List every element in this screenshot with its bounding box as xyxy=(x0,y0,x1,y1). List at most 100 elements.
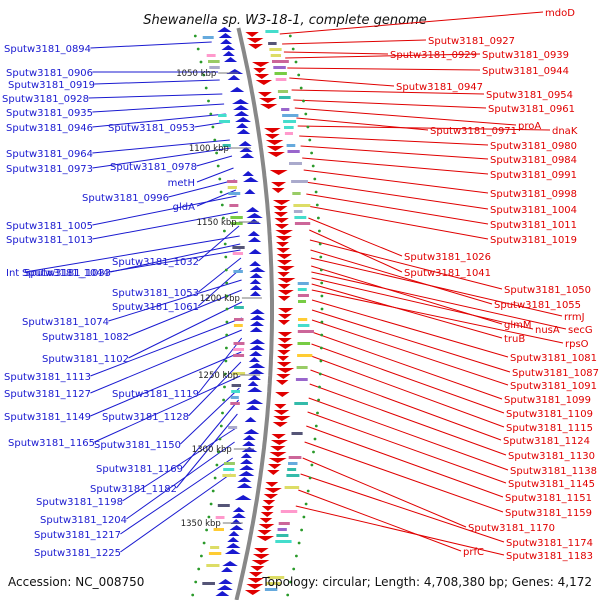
forward-gene-arrow xyxy=(269,452,287,457)
scale-tick xyxy=(223,385,226,389)
label-leader-line xyxy=(198,225,240,262)
scale-tick xyxy=(225,346,228,350)
label-leader-line xyxy=(307,411,507,484)
reverse-gene-arrow xyxy=(238,141,252,146)
label-leader-line xyxy=(303,169,489,194)
label-leader-line xyxy=(92,147,231,169)
cog-block xyxy=(208,552,222,555)
scale-tick xyxy=(306,489,310,493)
cog-block xyxy=(223,468,235,471)
label-leader-line xyxy=(122,427,237,502)
reverse-gene-arrow xyxy=(243,429,260,434)
label-leader-line xyxy=(25,235,240,273)
scale-tick xyxy=(320,333,324,337)
forward-gene-arrow xyxy=(271,188,285,193)
label-leader-line xyxy=(311,271,567,330)
gene-label: Sputw3181_0927 xyxy=(428,36,515,47)
gene-label: Sputw3181_1004 xyxy=(490,205,577,216)
scale-tick xyxy=(300,528,303,532)
reverse-gene-arrow xyxy=(233,105,249,110)
cog-block xyxy=(228,192,241,195)
gene-label: Sputw3181_1115 xyxy=(506,423,593,434)
reverse-gene-arrow xyxy=(249,339,266,344)
cog-block xyxy=(266,582,282,585)
gene-label: Sputw3181_0998 xyxy=(490,189,577,200)
scale-labels: 1050 kbp 1100 kbp 1150 kbp 1200 kbp 1250 kbp… xyxy=(176,69,262,529)
gene-label: Sputw3181_1061 xyxy=(112,302,199,313)
reverse-gene-arrow xyxy=(229,525,244,530)
forward-gene-arrow xyxy=(276,374,291,379)
gene-label: Sputw3181_1113 xyxy=(4,372,91,383)
scale-tick xyxy=(313,177,317,181)
forward-gene-arrow xyxy=(252,554,270,559)
cog-block xyxy=(277,528,287,531)
gene-label: Sputw3181_0919 xyxy=(8,80,95,91)
scale-tick xyxy=(304,112,308,116)
label-leader-line xyxy=(287,67,481,71)
label-leader-line xyxy=(308,217,403,257)
scale-label: 1300 kbp xyxy=(192,445,232,455)
forward-gene-arrow xyxy=(264,134,280,139)
label-leader-line xyxy=(126,441,235,520)
scale-tick xyxy=(308,476,312,480)
reverse-gene-arrow xyxy=(234,495,252,500)
scale-tick xyxy=(297,541,301,545)
scale-tick xyxy=(318,372,322,376)
forward-gene-arrow xyxy=(274,224,289,229)
scale-tick xyxy=(224,268,228,272)
label-leader-line xyxy=(90,329,242,394)
reverse-gene-arrow xyxy=(239,459,254,464)
scale-label: 1100 kbp xyxy=(189,144,229,154)
cog-block xyxy=(232,252,244,255)
scale-tick xyxy=(222,398,226,402)
label-leader-line xyxy=(307,205,489,240)
forward-gene-arrow xyxy=(251,560,270,565)
reverse-gene-arrow xyxy=(239,147,253,152)
cog-block xyxy=(273,66,286,69)
cog-block xyxy=(227,186,237,189)
cog-block xyxy=(230,402,240,405)
cog-block xyxy=(268,42,277,45)
gene-label: Sputw3181_1149 xyxy=(4,412,91,423)
forward-gene-arrow xyxy=(276,368,295,373)
forward-gene-arrow xyxy=(273,206,288,211)
label-leader-line xyxy=(279,11,544,35)
gene-label: Sputw3181_1026 xyxy=(404,252,491,263)
gene-label: Sputw3181_1150 xyxy=(94,440,181,451)
gene-label: Sputw3181_0980 xyxy=(490,141,577,152)
gene-label: Sputw3181_0991 xyxy=(490,170,577,181)
gene-label: Sputw3181_1109 xyxy=(506,409,593,420)
gene-label: Sputw3181_0894 xyxy=(4,44,91,55)
scale-tick xyxy=(294,60,298,64)
label-leader-line xyxy=(306,425,504,498)
forward-gene-arrow xyxy=(267,464,282,469)
reverse-gene-arrow xyxy=(249,345,266,350)
scale-tick xyxy=(320,346,323,350)
label-leader-line xyxy=(302,157,489,175)
reverse-gene-arrow xyxy=(221,567,233,572)
gene-label: Sputw3181_1124 xyxy=(503,436,590,447)
forward-gene-arrow xyxy=(276,362,292,367)
cog-block xyxy=(294,222,311,225)
forward-gene-arrow xyxy=(254,548,269,553)
scale-tick xyxy=(209,112,213,116)
forward-gene-arrow xyxy=(276,242,290,247)
reverse-gene-arrow xyxy=(249,291,261,296)
cog-block xyxy=(280,510,298,513)
scale-tick xyxy=(194,580,198,584)
gene-label: Sputw3181_1099 xyxy=(504,395,591,406)
forward-gene-arrow xyxy=(255,80,273,85)
gene-label: Sputw3181_1050 xyxy=(504,285,591,296)
cog-block xyxy=(233,342,245,345)
reverse-gene-arrow xyxy=(232,507,246,512)
cog-block xyxy=(264,588,278,591)
cog-block xyxy=(287,468,297,471)
scale-tick xyxy=(218,437,222,441)
forward-gene-arrow xyxy=(246,584,264,589)
forward-gene-arrow xyxy=(247,578,264,583)
scale-tick xyxy=(218,177,222,181)
reverse-gene-arrow xyxy=(236,123,249,128)
scale-tick xyxy=(221,411,224,415)
gene-label: Sputw3181_1159 xyxy=(505,508,592,519)
gene-label: Sputw3181_0964 xyxy=(6,149,93,160)
